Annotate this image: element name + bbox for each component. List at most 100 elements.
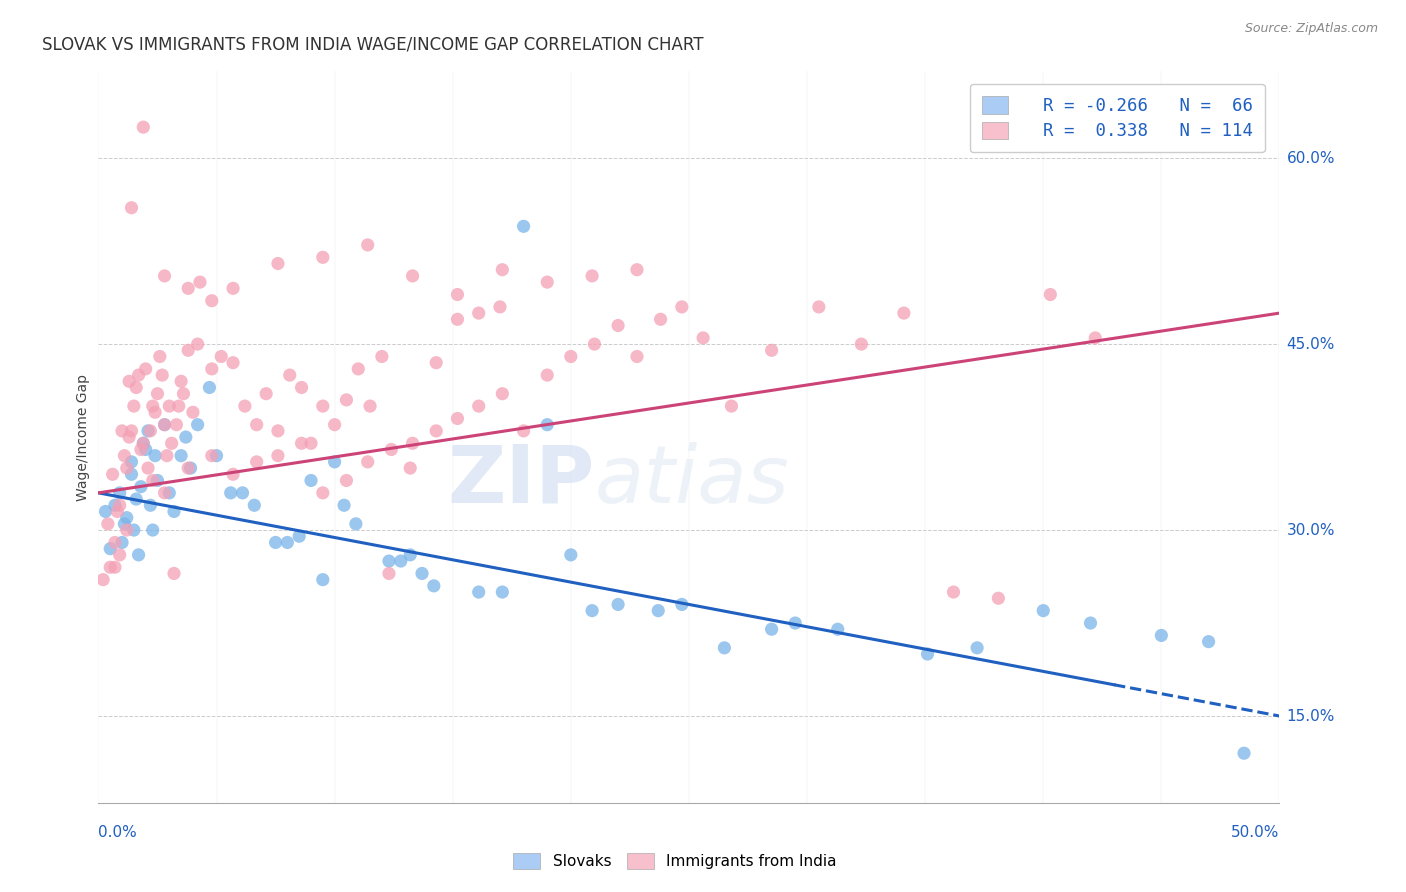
Point [312,399,335,413]
Point [378,566,401,581]
Point [626,262,648,277]
Point [446,411,468,425]
Text: 60.0%: 60.0% [1286,151,1334,166]
Point [112,516,135,531]
Point [1039,287,1062,301]
Point [105,504,128,518]
Point [267,256,290,270]
Point [290,436,312,450]
Point [512,219,534,234]
Point [156,449,179,463]
Point [246,455,269,469]
Point [581,604,603,618]
Point [98,560,121,574]
Point [1084,331,1107,345]
Point [97,516,120,531]
Point [139,498,162,512]
Point [536,417,558,432]
Point [276,535,298,549]
Point [267,449,290,463]
Point [129,442,152,457]
Point [153,268,176,283]
Point [491,386,513,401]
Point [142,474,165,488]
Point [146,386,169,401]
Point [335,474,357,488]
Point [104,498,127,512]
Point [389,554,412,568]
Point [357,455,380,469]
Point [692,331,714,345]
Point [121,424,143,438]
Point [174,430,197,444]
Point [128,368,150,383]
Point [288,529,311,543]
Point [108,486,131,500]
Point [607,598,630,612]
Point [104,560,127,574]
Point [425,356,447,370]
Point [233,399,256,413]
Point [115,523,138,537]
Point [146,474,169,488]
Point [761,622,783,636]
Point [371,350,394,364]
Point [560,350,582,364]
Legend: Slovaks, Immigrants from India: Slovaks, Immigrants from India [506,847,844,875]
Point [118,374,141,388]
Point [157,486,180,500]
Point [108,548,131,562]
Point [188,275,211,289]
Text: 0.0%: 0.0% [98,825,138,840]
Point [157,399,180,413]
Point [122,399,145,413]
Point [607,318,630,333]
Point [312,573,335,587]
Point [671,300,693,314]
Point [893,306,915,320]
Text: 45.0%: 45.0% [1286,336,1334,351]
Point [425,424,447,438]
Point [115,461,138,475]
Y-axis label: Wage/Income Gap: Wage/Income Gap [76,374,90,500]
Point [143,449,166,463]
Point [153,486,176,500]
Point [1150,628,1173,642]
Point [108,498,131,512]
Point [115,510,138,524]
Point [512,424,534,438]
Point [132,436,155,450]
Point [101,467,124,482]
Legend:   R = -0.266   N =  66,   R =  0.338   N = 114: R = -0.266 N = 66, R = 0.338 N = 114 [970,84,1265,153]
Point [626,350,648,364]
Point [647,604,669,618]
Point [1032,604,1054,618]
Point [536,368,558,383]
Point [143,405,166,419]
Point [201,449,224,463]
Point [231,486,253,500]
Point [347,362,370,376]
Point [278,368,301,383]
Point [128,548,150,562]
Point [581,268,603,283]
Point [917,647,939,661]
Point [467,306,489,320]
Point [201,362,224,376]
Point [401,268,423,283]
Point [423,579,446,593]
Point [246,417,269,432]
Point [142,399,165,413]
Point [761,343,783,358]
Point [399,461,422,475]
Point [650,312,672,326]
Point [467,399,489,413]
Point [1198,634,1220,648]
Point [167,399,190,413]
Point [254,386,277,401]
Point [491,585,513,599]
Point [219,486,242,500]
Point [713,640,735,655]
Point [98,541,121,556]
Point [135,442,157,457]
